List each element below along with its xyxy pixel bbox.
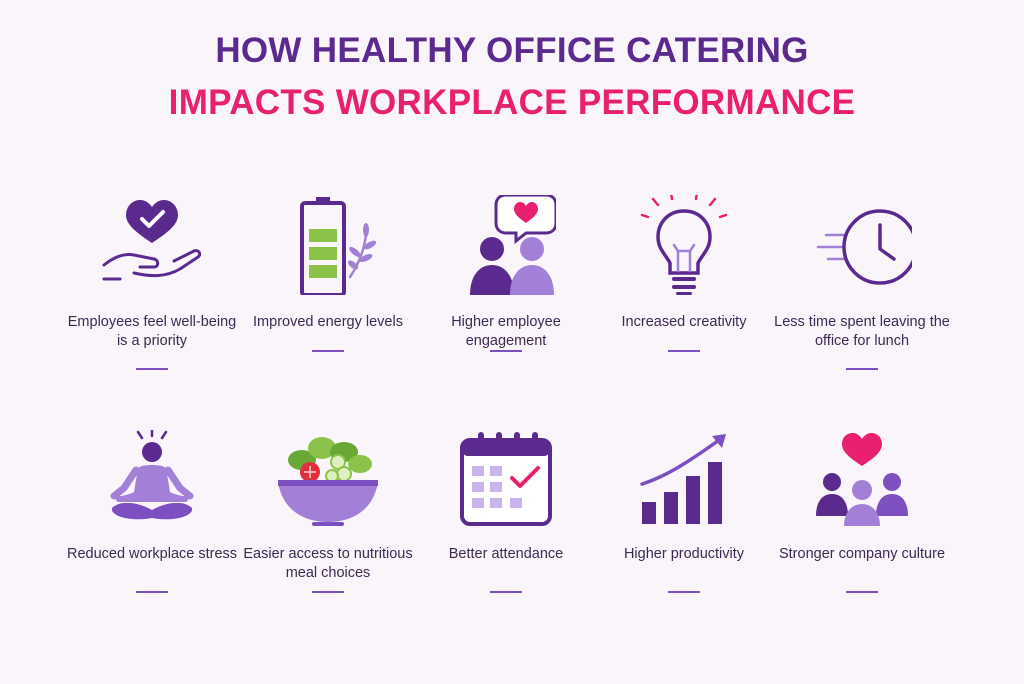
calendar-check-icon (456, 430, 556, 530)
benefit-label: Stronger company culture (778, 546, 946, 562)
clock-icon (812, 195, 912, 295)
benefit-label: Improved energy levels (253, 314, 403, 330)
benefit-label: Reduced workplace stress (66, 546, 238, 562)
salad-bowl-icon (278, 430, 378, 530)
benefit-item-creativity: Increased creativity (594, 195, 774, 375)
meditation-icon (102, 430, 202, 530)
benefit-item-engagement: Higher employee engagement (416, 195, 596, 375)
divider (668, 350, 700, 352)
title-line-2: IMPACTS WORKPLACE PERFORMANCE (168, 83, 856, 122)
people-chat-heart-icon (456, 195, 556, 295)
growth-chart-icon (634, 430, 734, 530)
divider (312, 591, 344, 593)
heart-in-hand-icon (102, 195, 202, 295)
divider (490, 350, 522, 352)
benefit-item-culture: Stronger company culture (772, 430, 952, 600)
benefit-item-stress: Reduced workplace stress (62, 430, 242, 600)
benefit-label: Better attendance (448, 546, 564, 562)
divider (668, 591, 700, 593)
benefit-label: Less time spent leaving the office for l… (774, 314, 950, 349)
benefit-item-nutrition: Easier access to nutritious meal choices (238, 430, 418, 600)
divider (136, 368, 168, 370)
benefit-label: Employees feel well-being is a priority (67, 314, 237, 349)
lightbulb-icon (634, 195, 734, 295)
benefit-item-attendance: Better attendance (416, 430, 596, 600)
divider (846, 368, 878, 370)
benefit-label: Increased creativity (621, 314, 747, 330)
divider (490, 591, 522, 593)
benefit-label: Higher employee engagement (451, 314, 561, 349)
divider (136, 591, 168, 593)
team-heart-icon (812, 430, 912, 530)
title-line-1: HOW HEALTHY OFFICE CATERING (215, 31, 809, 70)
benefit-item-time: Less time spent leaving the office for l… (772, 195, 952, 375)
benefit-label: Higher productivity (623, 546, 745, 562)
benefit-label: Easier access to nutritious meal choices (243, 546, 413, 581)
battery-leaf-icon (278, 195, 378, 295)
benefit-item-productivity: Higher productivity (594, 430, 774, 600)
divider (846, 591, 878, 593)
divider (312, 350, 344, 352)
benefit-item-energy: Improved energy levels (238, 195, 418, 375)
benefit-item-wellbeing: Employees feel well-being is a priority (62, 195, 242, 375)
